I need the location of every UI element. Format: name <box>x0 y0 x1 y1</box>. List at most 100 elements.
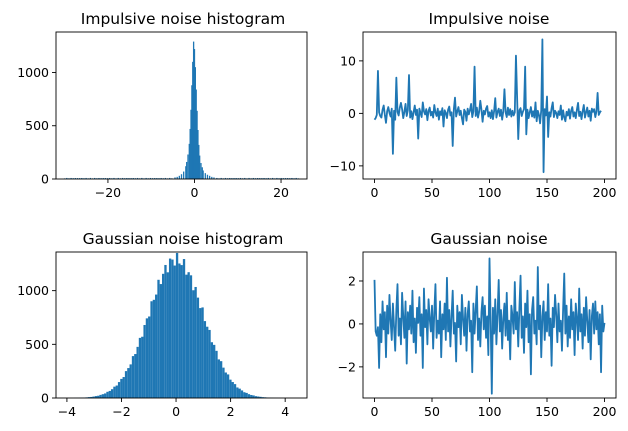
histogram-bar <box>186 161 188 179</box>
histogram-bar <box>238 388 241 398</box>
histogram-bar <box>291 177 293 179</box>
histogram-bar <box>131 356 135 398</box>
histogram-bar <box>124 371 128 398</box>
y-tick-label: 500 <box>25 337 49 352</box>
histogram-bar <box>169 177 171 179</box>
y-tick-label: 0 <box>348 106 356 121</box>
histogram-bar <box>141 336 144 398</box>
histogram-bar <box>108 390 111 398</box>
x-tick-label: 150 <box>535 185 559 200</box>
series-line <box>373 257 606 395</box>
histogram-bar <box>276 177 278 179</box>
panel-gaussian-series: Gaussian noise 0 50 100 150 200 −2 0 2 <box>338 230 617 419</box>
chart-title: Gaussian noise <box>430 230 547 248</box>
y-axis: −2 0 2 <box>338 273 363 374</box>
histogram-bar <box>94 396 98 398</box>
histogram-bar <box>187 154 189 179</box>
histogram-bar <box>185 166 187 179</box>
histogram-bar <box>106 391 109 398</box>
histogram-bar <box>143 325 146 398</box>
x-tick-label: 0 <box>172 404 180 419</box>
histogram-bar <box>85 177 87 179</box>
x-axis: −4 −2 0 2 4 <box>58 398 289 419</box>
histogram-bar <box>150 301 153 398</box>
y-tick-label: 500 <box>25 118 49 133</box>
histogram-bar <box>149 177 152 179</box>
histogram-bar <box>180 265 183 398</box>
histogram-bar <box>115 385 118 398</box>
histogram-bar <box>259 178 261 179</box>
histogram-bar <box>185 274 188 398</box>
histogram-bar <box>267 177 269 179</box>
histogram-bar <box>126 178 128 179</box>
histogram-bar <box>189 275 193 398</box>
histogram-bar <box>243 392 246 398</box>
x-tick-label: 0 <box>191 185 199 200</box>
histogram-bar <box>122 377 125 398</box>
y-tick-label: 1000 <box>17 283 49 298</box>
histogram-bar <box>152 299 156 398</box>
histogram-bar <box>141 177 143 179</box>
y-tick-label: 0 <box>41 172 49 187</box>
histogram-bar <box>174 177 176 179</box>
histogram-bar <box>263 177 265 179</box>
chart-title: Impulsive noise histogram <box>81 10 285 28</box>
histogram-bar <box>248 177 250 179</box>
histogram-bar <box>199 308 202 398</box>
histogram-bar <box>204 173 206 179</box>
histogram-bar <box>117 177 119 179</box>
histogram-bar <box>206 326 209 398</box>
chart-title: Impulsive noise <box>429 10 550 28</box>
panel-impulsive-series: Impulsive noise 0 50 100 150 200 −10 0 10 <box>330 10 617 200</box>
histogram-bar <box>109 177 111 179</box>
x-axis: 0 50 100 150 200 <box>371 179 616 200</box>
histogram-bar <box>138 337 142 398</box>
x-tick-label: −4 <box>58 404 76 419</box>
histogram-bar <box>156 178 158 179</box>
histogram-bar <box>190 109 192 179</box>
histogram-bar <box>129 364 132 398</box>
x-tick-label: 0 <box>371 185 379 200</box>
histogram-bar <box>101 394 105 398</box>
x-axis: −20 0 20 <box>95 179 289 200</box>
y-tick-label: 0 <box>348 316 356 331</box>
x-tick-label: 200 <box>593 404 617 419</box>
histogram-bar <box>206 174 209 179</box>
histogram-bar <box>155 294 158 398</box>
histogram-bar <box>195 89 197 179</box>
histogram-bar <box>102 178 104 179</box>
histogram-bar <box>160 177 162 179</box>
histogram-bar <box>132 178 134 179</box>
histogram-bar <box>197 130 199 179</box>
histogram-bar <box>210 342 214 398</box>
x-tick-label: 100 <box>478 185 502 200</box>
histogram-bar <box>110 389 114 398</box>
histogram-bar <box>180 174 183 179</box>
y-tick-label: 2 <box>348 273 356 288</box>
histogram-bar <box>217 359 220 398</box>
histogram-bar <box>189 128 191 179</box>
histogram-bar <box>208 175 211 179</box>
histogram-bar <box>89 177 92 179</box>
histogram-bar <box>187 272 190 398</box>
histogram-bar <box>229 177 231 179</box>
histogram-bar <box>213 177 215 179</box>
histogram-bar <box>213 344 216 398</box>
histogram-bar <box>250 394 253 398</box>
histogram-bar <box>224 177 227 179</box>
y-axis: −10 0 10 <box>330 53 363 173</box>
histogram-bar <box>208 329 211 398</box>
histogram-bar <box>145 177 147 179</box>
y-axis: 0 500 1000 <box>17 283 56 406</box>
histogram-bar <box>113 177 115 179</box>
histogram-bar <box>128 178 130 179</box>
histogram-bar <box>224 372 227 398</box>
y-tick-label: 10 <box>340 53 356 68</box>
histogram-bar <box>286 178 289 179</box>
histogram-bar <box>252 395 255 398</box>
histogram-bar <box>192 61 194 179</box>
x-tick-label: 4 <box>281 404 289 419</box>
histogram-bar <box>90 396 93 398</box>
histogram-bar <box>203 321 207 398</box>
